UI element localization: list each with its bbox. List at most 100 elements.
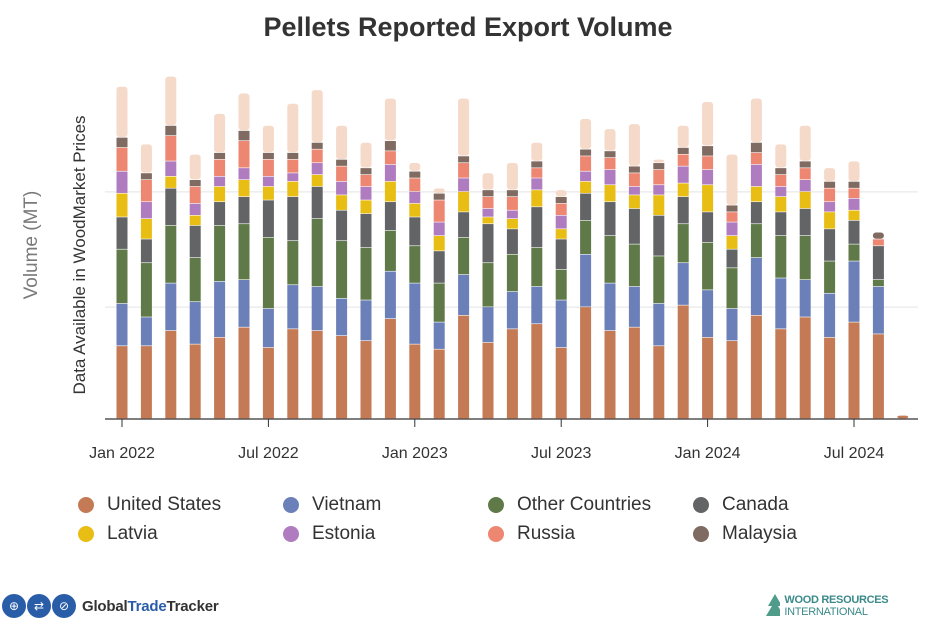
bar-segment[interactable]: [189, 154, 201, 180]
legend-item[interactable]: Malaysia: [693, 523, 797, 545]
bar-segment[interactable]: [580, 149, 592, 156]
bar-segment[interactable]: [409, 171, 421, 178]
bar-segment[interactable]: [775, 186, 787, 197]
bar-segment[interactable]: [409, 178, 421, 192]
bar-segment[interactable]: [628, 186, 640, 195]
bar-segment[interactable]: [848, 161, 860, 182]
bar-stack[interactable]: [506, 163, 518, 419]
bar-segment[interactable]: [604, 151, 616, 158]
bar-segment[interactable]: [824, 181, 836, 188]
bar-segment[interactable]: [287, 241, 299, 285]
bar-segment[interactable]: [848, 220, 860, 244]
bar-segment[interactable]: [580, 156, 592, 171]
bar-segment[interactable]: [311, 330, 323, 419]
bar-segment[interactable]: [409, 283, 421, 344]
bar-segment[interactable]: [384, 98, 396, 141]
bar-segment[interactable]: [262, 176, 274, 187]
bar-segment[interactable]: [580, 171, 592, 182]
bar-segment[interactable]: [189, 344, 201, 419]
bar-segment[interactable]: [214, 202, 226, 226]
bar-segment[interactable]: [189, 203, 201, 215]
bar-segment[interactable]: [165, 76, 177, 126]
bar-segment[interactable]: [653, 159, 665, 163]
bar-segment[interactable]: [726, 341, 738, 419]
bar-segment[interactable]: [189, 257, 201, 302]
bar-segment[interactable]: [824, 261, 836, 293]
bar-segment[interactable]: [555, 269, 567, 300]
bar-segment[interactable]: [848, 322, 860, 419]
bar-segment[interactable]: [726, 222, 738, 236]
bar-segment[interactable]: [433, 200, 445, 222]
bar-segment[interactable]: [677, 305, 689, 419]
bar-segment[interactable]: [482, 307, 494, 343]
bar-segment[interactable]: [775, 174, 787, 187]
bar-segment[interactable]: [506, 196, 518, 210]
bar-segment[interactable]: [848, 181, 860, 188]
bar-segment[interactable]: [165, 161, 177, 177]
bar-segment[interactable]: [482, 263, 494, 307]
bar-segment[interactable]: [360, 200, 372, 214]
bar-stack[interactable]: [238, 93, 250, 419]
bar-segment[interactable]: [775, 196, 787, 212]
bar-segment[interactable]: [336, 166, 348, 182]
bar-segment[interactable]: [555, 215, 567, 229]
bar-segment[interactable]: [238, 196, 250, 224]
bar-segment[interactable]: [555, 229, 567, 239]
bar-segment[interactable]: [604, 129, 616, 151]
bar-segment[interactable]: [872, 280, 884, 287]
bar-segment[interactable]: [677, 125, 689, 148]
bar-segment[interactable]: [482, 196, 494, 209]
bar-segment[interactable]: [628, 286, 640, 327]
bar-segment[interactable]: [604, 330, 616, 419]
bar-segment[interactable]: [238, 168, 250, 180]
bar-segment[interactable]: [799, 317, 811, 419]
bar-segment[interactable]: [799, 161, 811, 168]
bar-segment[interactable]: [336, 195, 348, 210]
bar-segment[interactable]: [384, 230, 396, 271]
bar-segment[interactable]: [336, 159, 348, 166]
bar-segment[interactable]: [433, 251, 445, 283]
bar-segment[interactable]: [433, 283, 445, 322]
bar-segment[interactable]: [433, 193, 445, 200]
bar-segment[interactable]: [409, 163, 421, 171]
bar-segment[interactable]: [214, 152, 226, 160]
bar-stack[interactable]: [458, 98, 470, 419]
bar-segment[interactable]: [580, 254, 592, 307]
bar-segment[interactable]: [506, 291, 518, 329]
bar-segment[interactable]: [214, 113, 226, 153]
bar-segment[interactable]: [848, 244, 860, 261]
bar-segment[interactable]: [555, 196, 567, 204]
bar-stack[interactable]: [384, 98, 396, 419]
bar-segment[interactable]: [848, 210, 860, 221]
bar-segment[interactable]: [360, 341, 372, 419]
bar-segment[interactable]: [433, 235, 445, 251]
bar-segment[interactable]: [677, 183, 689, 197]
bar-segment[interactable]: [604, 157, 616, 170]
bar-segment[interactable]: [506, 190, 518, 197]
bar-segment[interactable]: [506, 254, 518, 292]
bar-segment[interactable]: [384, 271, 396, 319]
bar-segment[interactable]: [750, 315, 762, 419]
bar-segment[interactable]: [555, 203, 567, 215]
bar-segment[interactable]: [458, 315, 470, 419]
bar-segment[interactable]: [189, 302, 201, 344]
bar-segment[interactable]: [506, 229, 518, 254]
bar-segment[interactable]: [702, 102, 714, 146]
bar-segment[interactable]: [433, 349, 445, 419]
bar-stack[interactable]: [189, 154, 201, 419]
bar-stack[interactable]: [897, 415, 909, 419]
bar-segment[interactable]: [702, 156, 714, 170]
bar-segment[interactable]: [604, 169, 616, 185]
bar-segment[interactable]: [409, 344, 421, 419]
bar-segment[interactable]: [775, 235, 787, 278]
bar-segment[interactable]: [116, 346, 128, 419]
bar-segment[interactable]: [580, 193, 592, 221]
bar-segment[interactable]: [824, 168, 836, 182]
bar-segment[interactable]: [311, 286, 323, 331]
bar-segment[interactable]: [433, 322, 445, 349]
bar-stack[interactable]: [433, 188, 445, 419]
bar-segment[interactable]: [311, 218, 323, 287]
bar-segment[interactable]: [458, 156, 470, 163]
bar-segment[interactable]: [262, 308, 274, 348]
bar-segment[interactable]: [750, 98, 762, 143]
